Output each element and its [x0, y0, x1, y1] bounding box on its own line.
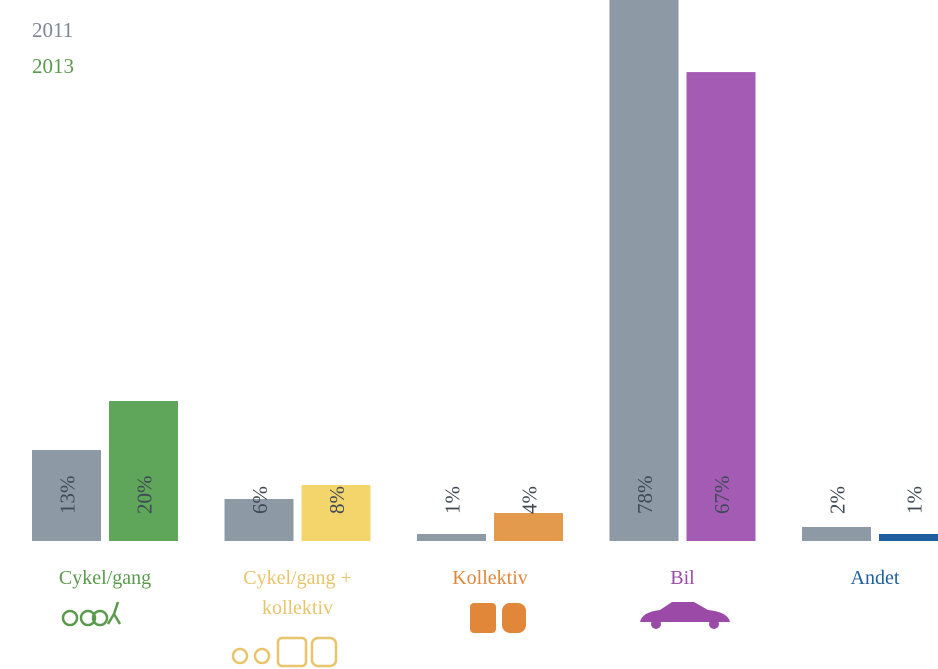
- bar: [301, 485, 371, 541]
- value-label: 78%: [633, 476, 657, 515]
- value-label: 1%: [441, 486, 465, 514]
- value-label: 6%: [248, 486, 272, 514]
- value-label: 4%: [518, 486, 542, 514]
- legend-2011: 2011: [32, 18, 74, 42]
- bar: [109, 401, 178, 541]
- category-label: Andet: [850, 567, 900, 589]
- bar: [417, 534, 486, 541]
- bar: [32, 450, 101, 541]
- category-label: Cykel/gang + kollektiv: [243, 567, 352, 619]
- category-label: Cykel/gang: [58, 567, 152, 589]
- bar: [802, 527, 871, 541]
- bar: [879, 534, 938, 541]
- value-label: 8%: [325, 486, 349, 514]
- category-label: Kollektiv: [452, 567, 528, 589]
- legend-2013: 2013: [32, 54, 74, 78]
- combo-icon: [231, 636, 338, 668]
- bar: [686, 72, 756, 542]
- value-label: 20%: [133, 476, 157, 515]
- value-label: 13%: [56, 476, 80, 515]
- category-label: Bil: [670, 567, 695, 589]
- bar: [609, 0, 679, 542]
- transit-icon: [470, 603, 526, 633]
- value-label: 1%: [903, 486, 927, 514]
- car-icon: [640, 602, 730, 629]
- value-label: 2%: [826, 486, 850, 514]
- bar: [494, 513, 563, 541]
- walk-bike-icon: [61, 601, 122, 627]
- value-label: 67%: [710, 476, 734, 515]
- bar: [224, 499, 294, 541]
